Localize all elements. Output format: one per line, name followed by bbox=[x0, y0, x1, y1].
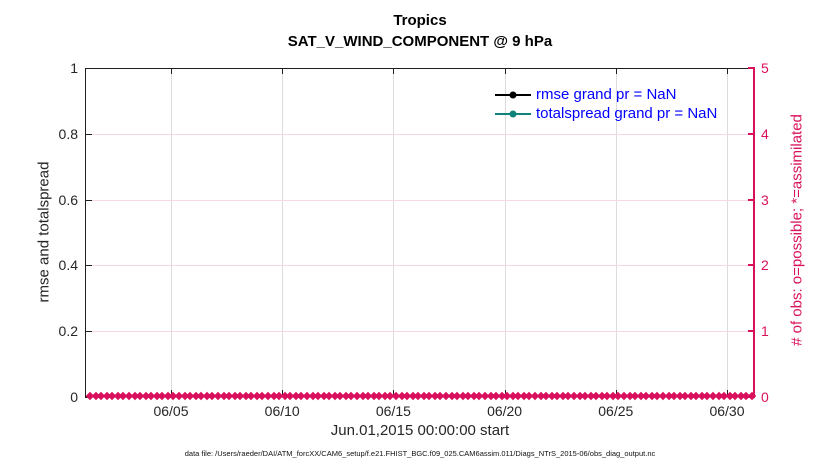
plot-title: Tropics SAT_V_WIND_COMPONENT @ 9 hPa bbox=[85, 10, 755, 52]
title-variable-level: SAT_V_WIND_COMPONENT @ 9 hPa bbox=[287, 33, 553, 50]
legend: rmse grand pr = NaN totalspread grand pr… bbox=[495, 85, 717, 123]
x-axis-title: Jun.01,2015 00:00:00 start bbox=[330, 422, 510, 439]
axis-spine-top bbox=[85, 68, 755, 69]
horizontal-gridline bbox=[85, 133, 755, 135]
x-tick-mark-top bbox=[171, 68, 172, 74]
rmse-marker-icon bbox=[509, 91, 517, 98]
x-tick-label: 06/05 bbox=[153, 403, 189, 419]
vertical-gridline bbox=[171, 68, 172, 397]
x-tick-label: 06/25 bbox=[598, 403, 634, 419]
totalspread-marker-icon bbox=[509, 110, 517, 117]
y-tick-mark-left bbox=[85, 265, 92, 267]
left-tick-label: 0.6 bbox=[58, 191, 78, 208]
y-tick-mark-left bbox=[85, 133, 92, 135]
y-tick-mark-right bbox=[748, 264, 755, 267]
x-tick-mark-top bbox=[393, 68, 395, 74]
left-tick-label: 0.2 bbox=[58, 323, 78, 340]
x-tick-mark-top bbox=[727, 68, 728, 74]
axis-spine-right bbox=[753, 68, 755, 397]
rmse-line-sample bbox=[495, 91, 531, 98]
y-tick-mark-left bbox=[85, 331, 92, 333]
horizontal-gridline bbox=[85, 331, 755, 333]
x-tick-label: 06/30 bbox=[709, 403, 745, 419]
x-tick-label: 06/10 bbox=[264, 403, 300, 419]
right-tick-label: 2 bbox=[761, 257, 769, 274]
axis-spine-left bbox=[85, 68, 86, 397]
y-tick-mark-right bbox=[748, 132, 755, 135]
x-tick-label: 06/15 bbox=[375, 403, 411, 419]
y-tick-mark-right bbox=[748, 330, 755, 333]
plot-area: rmse grand pr = NaN totalspread grand pr… bbox=[85, 67, 757, 401]
y-tick-mark-right bbox=[748, 198, 755, 201]
right-axis-title: # of obs: o=possible; *=assimilated bbox=[788, 114, 806, 346]
title-region: Tropics bbox=[393, 12, 447, 29]
left-tick-label: 0.8 bbox=[58, 125, 78, 142]
totalspread-line-sample bbox=[495, 110, 531, 117]
left-tick-label: 0.4 bbox=[58, 257, 78, 274]
y-tick-mark-left bbox=[85, 68, 92, 69]
legend-row-rmse: rmse grand pr = NaN bbox=[495, 85, 717, 104]
right-tick-label: 1 bbox=[761, 323, 769, 340]
left-tick-label: 1 bbox=[70, 60, 78, 76]
x-tick-mark-top bbox=[504, 68, 506, 74]
vertical-gridline bbox=[727, 68, 728, 397]
x-tick-label: 06/20 bbox=[487, 403, 523, 419]
data-file-caption: data file: /Users/raeder/DAI/ATM_forcXX/… bbox=[184, 449, 656, 458]
legend-label-totalspread: totalspread grand pr = NaN bbox=[536, 105, 718, 122]
horizontal-gridline bbox=[85, 265, 755, 267]
x-tick-mark-top bbox=[282, 68, 284, 74]
left-tick-label: 0 bbox=[70, 389, 78, 405]
horizontal-gridline bbox=[85, 199, 755, 201]
vertical-gridline bbox=[615, 68, 617, 397]
vertical-gridline bbox=[504, 68, 506, 397]
vertical-gridline bbox=[393, 68, 395, 397]
right-tick-label: 5 bbox=[761, 60, 769, 76]
legend-label-rmse: rmse grand pr = NaN bbox=[536, 86, 677, 103]
left-axis-title: rmse and totalspread bbox=[35, 161, 53, 303]
right-tick-label: 0 bbox=[761, 389, 769, 405]
y-tick-mark-left bbox=[85, 199, 92, 201]
vertical-gridline bbox=[282, 68, 284, 397]
x-tick-mark-top bbox=[615, 68, 617, 74]
legend-row-totalspread: totalspread grand pr = NaN bbox=[495, 104, 717, 123]
right-tick-label: 4 bbox=[761, 125, 769, 142]
y-tick-mark-right bbox=[748, 67, 755, 69]
right-tick-label: 3 bbox=[761, 191, 769, 208]
